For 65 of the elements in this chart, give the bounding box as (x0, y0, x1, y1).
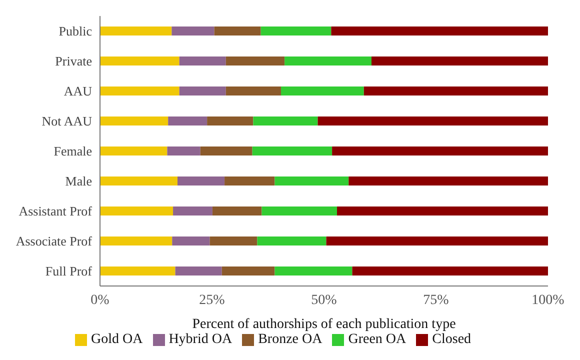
y-tick-label: AAU (64, 84, 93, 99)
bar (371, 56, 548, 66)
bar (318, 116, 548, 126)
bar (172, 26, 214, 36)
bar (212, 206, 262, 216)
bar (172, 236, 210, 246)
bar (364, 86, 548, 96)
bar (100, 56, 180, 66)
x-axis-title: Percent of authorships of each publication type (192, 317, 456, 332)
bar (100, 176, 178, 186)
bar (100, 86, 180, 96)
bar (280, 86, 364, 96)
bar (284, 56, 372, 66)
legend-label: Green OA (348, 332, 406, 347)
y-tick-label: Female (54, 144, 92, 159)
bar (173, 206, 212, 216)
bar (352, 266, 548, 276)
bar (210, 236, 258, 246)
bar (175, 266, 222, 276)
bar (252, 146, 332, 156)
bar (200, 146, 252, 156)
x-tick-label: 50% (311, 292, 338, 308)
y-tick-label: Private (55, 54, 92, 69)
bar (260, 26, 332, 36)
bar (100, 146, 168, 156)
bar (207, 116, 254, 126)
y-tick-label: Public (58, 24, 92, 39)
bar (331, 26, 548, 36)
bar (214, 26, 261, 36)
bar (100, 116, 168, 126)
bar (226, 56, 285, 66)
bar (167, 146, 200, 156)
x-tick-label: 0% (90, 292, 110, 308)
legend-label: Bronze OA (258, 332, 322, 347)
bar (326, 236, 548, 246)
bar (226, 86, 281, 96)
bar (262, 206, 337, 216)
bar (179, 86, 226, 96)
bar (274, 266, 352, 276)
bar (332, 146, 548, 156)
legend-label: Gold OA (90, 332, 143, 347)
y-tick-label: Associate Prof (16, 234, 93, 249)
bar (100, 236, 172, 246)
y-tick-label: Not AAU (42, 114, 93, 129)
x-tick-label: 75% (423, 292, 450, 308)
bar (168, 116, 208, 126)
y-tick-label: Male (65, 174, 92, 189)
legend-label: Hybrid OA (168, 332, 232, 347)
y-tick-label: Full Prof (45, 264, 93, 279)
bar (222, 266, 275, 276)
bar (253, 116, 318, 126)
y-tick-label: Assistant Prof (18, 204, 93, 219)
legend-label: Closed (432, 332, 472, 347)
bar (336, 206, 548, 216)
bar (348, 176, 548, 186)
bar (100, 26, 172, 36)
bar (257, 236, 326, 246)
bar (224, 176, 275, 186)
bar (100, 206, 174, 216)
bar (274, 176, 349, 186)
x-tick-label: 25% (199, 292, 226, 308)
bar (100, 266, 176, 276)
x-tick-label: 100% (532, 292, 565, 308)
bar (179, 56, 226, 66)
bar (178, 176, 225, 186)
